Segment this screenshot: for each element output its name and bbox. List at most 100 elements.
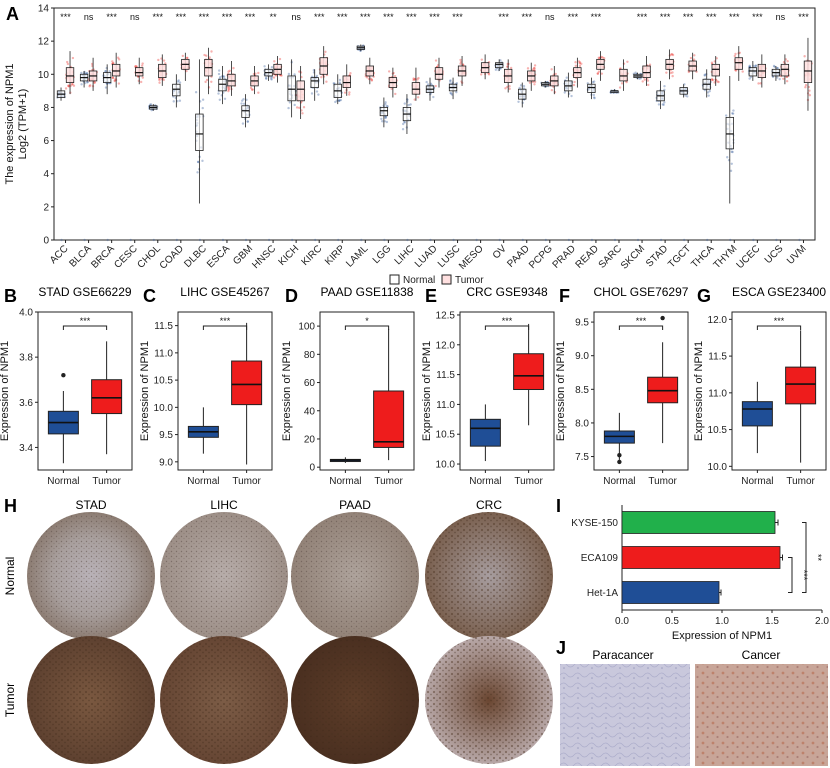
panel-a-ytick-label: 10 [38,70,50,81]
panel-a-point [384,116,387,120]
panel-e-ytick-label: 12.5 [436,310,456,321]
ihc-core-crc-normal-texture [425,512,553,640]
panel-a-point [625,80,628,84]
panel-a-point [360,238,363,242]
panel-a-point [602,56,606,60]
panel-a-point [205,54,208,57]
panel-a-xtick-label: THCA [689,243,716,270]
panel-a-point [643,78,646,81]
panel-e-xtick-label: Tumor [514,476,543,487]
panel-a-point [228,69,231,72]
panel-a-point [574,64,578,68]
panel-a-point [710,77,714,81]
panel-a-significance: *** [568,12,579,22]
panel-a-point [663,101,666,104]
panel-d-bracket [344,325,390,330]
panel-a-point [88,85,91,88]
panel-a-point [390,87,393,90]
panel-a-point [381,120,384,123]
panel-a-box [803,60,813,83]
panel-a-ytick-label: 12 [38,37,50,48]
panel-i-significance-2: ** [813,554,823,562]
panel-a-point [162,59,166,62]
panel-a-point [592,96,596,99]
panel-c-significance: *** [220,316,231,326]
panel-g-xtick-label: Tumor [786,476,815,487]
panel-f-outlier [660,315,665,321]
panel-b-chart: STAD GSE66229 3.4 3.6 3.8 4.0 Expression of N… [0,285,133,487]
panel-a-significance: *** [314,12,325,22]
legend-label-tumor: Tumor [455,275,484,286]
panel-a-point [567,238,571,242]
panel-a-point [315,74,319,78]
panel-a-point [778,77,781,81]
panel-a-point [227,88,231,91]
panel-a-point [67,84,71,87]
panel-e-title: CRC GSE9348 [466,285,548,299]
panel-a-xtick-label: UVM [785,243,809,267]
panel-a-xtick-label: CESC [112,243,139,270]
panel-letter-c: C [143,286,156,306]
panel-d-title: PAAD GSE11838 [321,285,414,299]
panel-a-significance: *** [729,12,740,22]
panel-e-ytick-label: 11.5 [436,370,455,381]
panel-a-point [228,86,231,89]
panel-a-point [113,79,116,82]
panel-a-point [409,103,412,106]
panel-a-ytick-label: 2 [43,202,49,213]
panel-a-point [217,92,220,95]
panel-a-box [112,63,121,77]
panel-d-box [373,390,405,448]
ihc-image-cancer-texture [695,664,828,766]
panel-a-point [264,76,268,80]
panel-a-xtick-label: DLBC [182,243,209,270]
panel-a-point [270,75,274,79]
panel-d-significance: * [365,316,369,326]
panel-a-box [342,75,351,88]
panel-a-point [181,54,185,58]
panel-a-xtick-label: PRAD [551,243,578,270]
panel-a-point [105,66,108,70]
panel-d-ytick-label: 20 [304,434,316,445]
panel-a-point [417,76,420,80]
panel-f-ylabel: Expression of NPM1 [555,341,567,441]
panel-f-chart: CHOL GSE76297 7.5 8.0 8.5 9.0 9.5 Expression o… [555,285,689,487]
panel-b-outlier [61,373,66,378]
panel-a-xtick-label: CHOL [135,243,163,271]
panel-a-point [657,103,661,106]
panel-a-point [338,99,341,102]
panel-a-point [730,150,733,154]
panel-d-ylabel: Expression of NPM1 [281,341,293,441]
panel-g-ytick-label: 10.5 [708,425,728,436]
panel-a-significance: *** [199,12,210,22]
panel-a-significance: *** [452,12,463,22]
panel-a-point [112,61,115,65]
panel-a-xtick-label: OV [491,243,509,261]
panel-b-frame [37,311,133,471]
panel-a-point [117,58,121,61]
panel-a-point [158,81,161,84]
panel-a-point [686,95,689,98]
panel-i-xtick-label: 1.0 [715,616,729,627]
panel-a-point [577,60,581,63]
panel-a-point [338,81,341,84]
panel-letter-b: B [4,286,17,306]
panel-a-point [692,58,696,61]
panel-a-ylabel: The expression of NPM1 [4,63,16,184]
panel-a-point [687,70,691,74]
panel-a-significance: ns [776,12,786,22]
panel-b-title: STAD GSE66229 [38,285,131,299]
panel-a-point [504,87,507,90]
panel-a-point [713,81,716,84]
panel-a-point [459,62,462,65]
panel-d-ytick-label: 80 [304,350,316,361]
panel-a-point [661,103,664,106]
panel-a-point [459,60,463,64]
panel-b-xtick-label: Normal [47,476,79,487]
panel-a-point [71,82,74,86]
panel-a-point [574,61,577,64]
panel-a-point [449,92,453,95]
panel-a-point [480,58,484,61]
panel-a-point [111,60,114,63]
panel-a-point [287,72,291,76]
